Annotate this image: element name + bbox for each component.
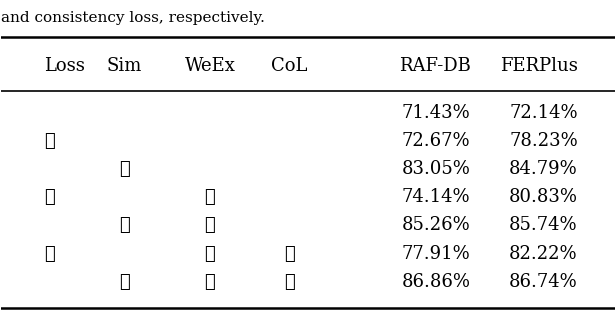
Text: ✓: ✓ (119, 273, 129, 291)
Text: ✓: ✓ (119, 216, 129, 234)
Text: ✓: ✓ (119, 160, 129, 178)
Text: CoL: CoL (272, 57, 308, 75)
Text: WeEx: WeEx (184, 57, 235, 75)
Text: 82.22%: 82.22% (509, 245, 578, 263)
Text: 72.67%: 72.67% (402, 132, 471, 150)
Text: 85.26%: 85.26% (402, 216, 471, 234)
Text: 72.14%: 72.14% (509, 104, 578, 122)
Text: ✓: ✓ (205, 188, 215, 206)
Text: Loss: Loss (44, 57, 85, 75)
Text: 85.74%: 85.74% (509, 216, 578, 234)
Text: 83.05%: 83.05% (402, 160, 471, 178)
Text: RAF-DB: RAF-DB (399, 57, 471, 75)
Text: ✓: ✓ (44, 245, 55, 263)
Text: and consistency loss, respectively.: and consistency loss, respectively. (1, 11, 265, 25)
Text: ✓: ✓ (205, 245, 215, 263)
Text: 86.86%: 86.86% (402, 273, 471, 291)
Text: ✓: ✓ (44, 132, 55, 150)
Text: 84.79%: 84.79% (509, 160, 578, 178)
Text: 74.14%: 74.14% (402, 188, 471, 206)
Text: ✓: ✓ (284, 245, 295, 263)
Text: ✓: ✓ (44, 188, 55, 206)
Text: ✓: ✓ (205, 216, 215, 234)
Text: 71.43%: 71.43% (402, 104, 471, 122)
Text: ✓: ✓ (284, 273, 295, 291)
Text: 77.91%: 77.91% (402, 245, 471, 263)
Text: ✓: ✓ (205, 273, 215, 291)
Text: 78.23%: 78.23% (509, 132, 578, 150)
Text: 80.83%: 80.83% (509, 188, 578, 206)
Text: Sim: Sim (107, 57, 142, 75)
Text: 86.74%: 86.74% (509, 273, 578, 291)
Text: FERPlus: FERPlus (500, 57, 578, 75)
